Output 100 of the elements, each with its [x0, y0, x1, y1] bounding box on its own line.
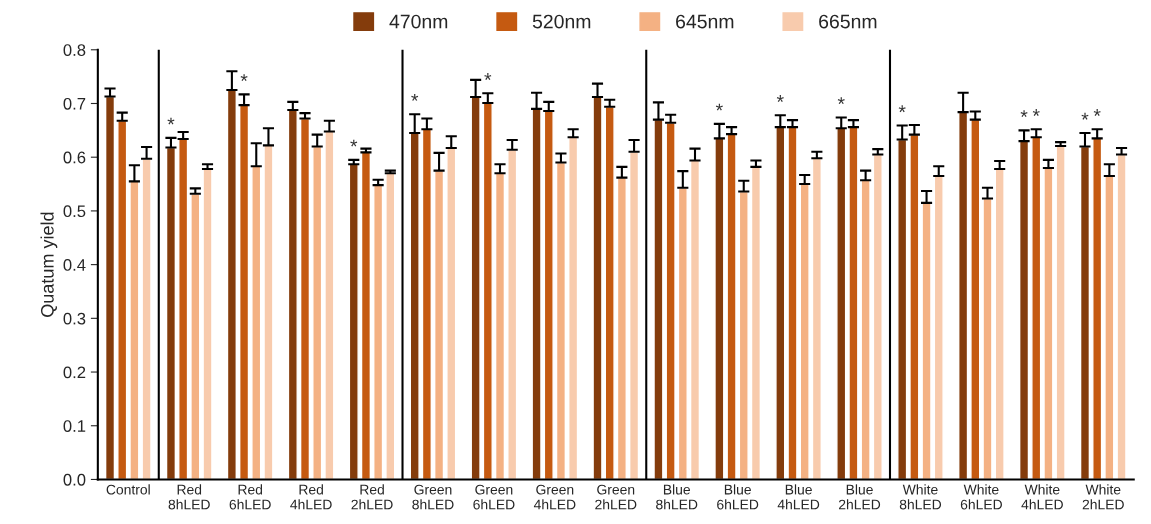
bar	[348, 163, 359, 480]
bar	[385, 172, 396, 480]
annotation: *	[1020, 110, 1028, 117]
bar	[909, 133, 920, 480]
bar	[360, 151, 372, 480]
bar	[994, 168, 1005, 480]
bar	[470, 96, 481, 480]
annotation: *	[484, 73, 492, 80]
annotation: *	[350, 139, 358, 147]
annotation: *	[411, 94, 419, 101]
annotation: *	[167, 117, 175, 125]
x-tick-label: Red 2hLED	[351, 484, 393, 510]
bar	[958, 111, 969, 480]
bar	[726, 133, 737, 480]
x-tick-label: White 6hLED	[960, 484, 1002, 510]
bar	[775, 126, 786, 480]
bar	[1104, 175, 1115, 480]
y-tick-label: 0.1	[63, 420, 86, 432]
bar	[568, 136, 579, 480]
bar	[677, 187, 688, 480]
x-tick-label: Red 8hLED	[168, 484, 210, 510]
bar	[1079, 145, 1091, 480]
bar	[787, 126, 798, 480]
annotation: *	[715, 103, 723, 111]
bar	[312, 145, 323, 480]
x-tick-label: Blue 4hLED	[777, 484, 820, 510]
x-tick-label: Red 6hLED	[229, 484, 271, 510]
bar	[178, 138, 189, 480]
bar	[324, 130, 335, 480]
bar	[373, 184, 384, 480]
bar	[750, 166, 762, 480]
bar	[714, 137, 725, 480]
bar	[226, 89, 237, 480]
y-tick-label: 0.2	[63, 366, 86, 379]
bar	[848, 126, 859, 480]
bar	[738, 190, 749, 480]
x-tick-label: Green 2hLED	[595, 484, 637, 510]
y-axis-title: Quatum yield	[40, 212, 58, 317]
annotation: *	[1081, 112, 1089, 120]
bar	[1043, 167, 1054, 480]
bar	[653, 118, 664, 480]
x-tick-label: Red 4hLED	[290, 484, 332, 510]
bar	[238, 104, 250, 480]
bar	[921, 202, 932, 480]
annotation: *	[1093, 109, 1101, 116]
bar	[251, 165, 262, 480]
bar	[860, 179, 871, 480]
bar	[592, 96, 603, 480]
bar	[970, 118, 981, 480]
annotation: *	[240, 74, 248, 81]
bar	[665, 122, 676, 480]
bar	[555, 161, 567, 480]
x-tick-label: Green 8hLED	[412, 484, 454, 510]
annotation: *	[776, 95, 784, 102]
bar	[982, 197, 993, 480]
x-tick-label: Green 6hLED	[473, 484, 515, 510]
bar	[811, 157, 822, 480]
bar	[202, 168, 213, 480]
bar	[543, 110, 554, 480]
x-tick-label: Blue 6hLED	[717, 484, 759, 510]
bar	[531, 108, 542, 480]
bar	[836, 127, 847, 480]
y-tick-label: 0.8	[63, 44, 86, 56]
bar	[897, 138, 908, 480]
annotation: *	[837, 97, 845, 105]
x-tick-label: White 4hLED	[1021, 484, 1063, 510]
bar	[628, 151, 640, 480]
bar	[1055, 145, 1066, 480]
legend-label: 665nm	[819, 14, 877, 29]
x-tick-label: Green 4hLED	[533, 484, 576, 510]
legend-label: 520nm	[532, 14, 591, 29]
x-tick-label: White 2hLED	[1082, 484, 1124, 510]
y-tick-label: 0.6	[63, 151, 86, 164]
bar	[104, 95, 116, 480]
bar	[1018, 140, 1030, 480]
bar	[433, 169, 445, 480]
bar	[507, 148, 518, 480]
bar	[129, 180, 140, 480]
bar	[872, 153, 883, 480]
bar	[494, 172, 506, 480]
bar	[287, 109, 298, 480]
bar	[299, 117, 311, 480]
bar	[409, 132, 420, 480]
bar	[421, 128, 432, 480]
y-tick-label: 0.0	[63, 473, 86, 486]
bar	[1116, 153, 1127, 480]
bar	[1092, 137, 1103, 480]
y-tick-label: 0.4	[63, 259, 86, 271]
bar	[263, 144, 274, 480]
annotation: *	[1032, 109, 1040, 116]
x-tick-label: Blue 2hLED	[838, 484, 881, 510]
bar	[141, 158, 152, 480]
bar	[689, 159, 701, 480]
x-tick-label: Blue 8hLED	[656, 484, 698, 510]
legend-label: 645nm	[676, 14, 734, 29]
y-tick-label: 0.7	[63, 97, 86, 110]
x-tick-label: White 8hLED	[899, 484, 942, 510]
legend-label: 470nm	[389, 14, 448, 29]
bar	[933, 175, 944, 480]
y-tick-label: 0.3	[63, 312, 86, 325]
